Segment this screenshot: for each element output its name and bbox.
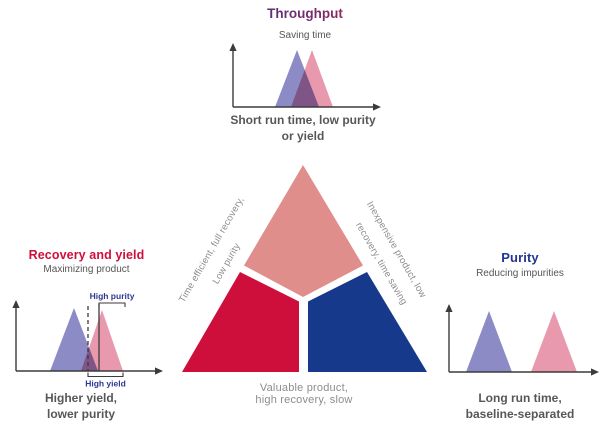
purity-caption-line1: Long run time, [478,391,562,405]
throughput-title: Throughput [185,6,425,21]
throughput-caption: Short run time, low purity or yield [203,112,403,144]
recovery-caption-line2: lower purity [46,407,115,421]
recovery-peak-pink [81,310,123,371]
throughput-y-arrow-icon [229,43,237,51]
purity-peak-pink [531,311,577,372]
purity-x-arrow-icon [591,368,599,376]
purity-caption: Long run time, baseline-separated [440,390,600,422]
throughput-peak-pink [291,50,333,107]
purity-chart [445,304,599,376]
high-yield-label: High yield [85,379,126,389]
triangle-diagram: Time efficient, full recovery, Low purit… [177,165,428,406]
purity-caption-line2: baseline-separated [465,407,575,421]
triangle-right-segment [308,272,427,372]
recovery-subtitle: Maximizing product [43,264,130,275]
recovery-caption-line1: Higher yield, [44,391,118,405]
purity-y-arrow-icon [445,304,453,312]
recovery-peak-blue [50,308,98,371]
triangle-left-segment [182,272,299,372]
throughput-chart [229,43,381,111]
throughput-caption-line1: Short run time, low purity [230,113,376,127]
throughput-subtitle: Saving time [278,30,332,41]
triangle-bottom-label-line1: Valuable product, [260,382,348,394]
recovery-caption: Higher yield, lower purity [1,390,161,422]
recovery-chart: High purity High yield [12,291,163,389]
throughput-x-arrow-icon [373,103,381,111]
recovery-y-arrow-icon [12,300,20,308]
high-purity-label: High purity [90,291,135,301]
throughput-caption-line2: or yield [281,129,325,143]
recovery-title: Recovery and yield [28,248,145,262]
purity-subtitle: Reducing impurities [476,268,564,279]
recovery-x-arrow-icon [155,367,163,375]
high-yield-bracket [87,372,124,378]
high-purity-bracket [98,302,126,307]
triangle-bottom-label-line2: high recovery, slow [255,394,352,406]
triangle-top-segment [244,165,363,297]
purity-title: Purity [501,250,539,265]
purity-peak-blue [466,311,512,372]
